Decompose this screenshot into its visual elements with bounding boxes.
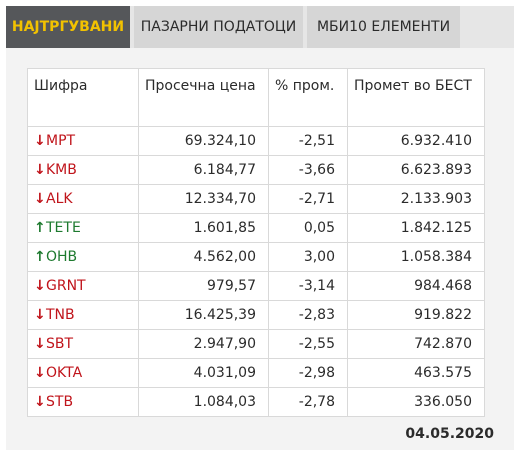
symbol-link[interactable]: KMB	[46, 162, 77, 178]
price-cell: 69.324,10	[138, 126, 269, 156]
symbol-link[interactable]: SBT	[46, 336, 74, 352]
turnover-cell: 984.468	[347, 271, 485, 301]
symbol-link[interactable]: GRNT	[46, 278, 86, 294]
content-panel: Шифра Просечна цена % пром. Промет во БЕ…	[6, 48, 514, 450]
symbol-cell[interactable]: ↓ALK	[27, 184, 139, 214]
change-cell: 0,05	[268, 213, 348, 243]
price-cell: 16.425,39	[138, 300, 269, 330]
tab-bar: НАЈТРГУВАНИ ПАЗАРНИ ПОДАТОЦИ МБИ10 ЕЛЕМЕ…	[6, 6, 514, 48]
arrow-down-icon: ↓	[34, 191, 46, 207]
turnover-cell: 919.822	[347, 300, 485, 330]
arrow-down-icon: ↓	[34, 394, 46, 410]
price-cell: 1.601,85	[138, 213, 269, 243]
change-cell: -2,78	[268, 387, 348, 417]
tab-market-data[interactable]: ПАЗАРНИ ПОДАТОЦИ	[134, 6, 303, 48]
arrow-down-icon: ↓	[34, 365, 46, 381]
arrow-down-icon: ↓	[34, 162, 46, 178]
tab-most-traded[interactable]: НАЈТРГУВАНИ	[6, 6, 130, 48]
change-cell: -2,55	[268, 329, 348, 359]
header-turnover: Промет во БЕСТ	[347, 68, 485, 127]
price-cell: 12.334,70	[138, 184, 269, 214]
price-cell: 1.084,03	[138, 387, 269, 417]
arrow-up-icon: ↑	[34, 220, 46, 236]
table-header-row: Шифра Просечна цена % пром. Промет во БЕ…	[27, 68, 485, 127]
table-row: ↑TETE 1.601,85 0,05 1.842.125	[27, 213, 485, 243]
table-row: ↓ALK 12.334,70 -2,71 2.133.903	[27, 184, 485, 214]
header-symbol: Шифра	[27, 68, 139, 127]
tab-mbi10-components[interactable]: МБИ10 ЕЛЕМЕНТИ	[307, 6, 460, 48]
table-row: ↓KMB 6.184,77 -3,66 6.623.893	[27, 155, 485, 185]
header-percent-change: % пром.	[268, 68, 348, 127]
arrow-up-icon: ↑	[34, 249, 46, 265]
symbol-cell[interactable]: ↓MPT	[27, 126, 139, 156]
table-row: ↑OHB 4.562,00 3,00 1.058.384	[27, 242, 485, 272]
symbol-link[interactable]: STB	[46, 394, 74, 410]
change-cell: -2,98	[268, 358, 348, 388]
price-cell: 6.184,77	[138, 155, 269, 185]
change-cell: -2,51	[268, 126, 348, 156]
date-label: 04.05.2020	[405, 426, 494, 442]
table-row: ↓SBT 2.947,90 -2,55 742.870	[27, 329, 485, 359]
turnover-cell: 336.050	[347, 387, 485, 417]
symbol-cell[interactable]: ↓GRNT	[27, 271, 139, 301]
price-cell: 2.947,90	[138, 329, 269, 359]
change-cell: -3,14	[268, 271, 348, 301]
turnover-cell: 1.058.384	[347, 242, 485, 272]
most-traded-table: Шифра Просечна цена % пром. Промет во БЕ…	[27, 68, 485, 417]
table-row: ↓GRNT 979,57 -3,14 984.468	[27, 271, 485, 301]
symbol-cell[interactable]: ↓KMB	[27, 155, 139, 185]
turnover-cell: 6.623.893	[347, 155, 485, 185]
change-cell: 3,00	[268, 242, 348, 272]
table-row: ↓TNB 16.425,39 -2,83 919.822	[27, 300, 485, 330]
change-cell: -3,66	[268, 155, 348, 185]
symbol-link[interactable]: MPT	[46, 133, 76, 149]
symbol-link[interactable]: TETE	[46, 220, 81, 236]
arrow-down-icon: ↓	[34, 133, 46, 149]
symbol-cell[interactable]: ↓TNB	[27, 300, 139, 330]
symbol-cell[interactable]: ↑OHB	[27, 242, 139, 272]
symbol-link[interactable]: TNB	[46, 307, 75, 323]
price-cell: 4.031,09	[138, 358, 269, 388]
symbol-link[interactable]: OHB	[46, 249, 78, 265]
arrow-down-icon: ↓	[34, 336, 46, 352]
table-row: ↓OKTA 4.031,09 -2,98 463.575	[27, 358, 485, 388]
turnover-cell: 2.133.903	[347, 184, 485, 214]
arrow-down-icon: ↓	[34, 307, 46, 323]
symbol-cell[interactable]: ↓OKTA	[27, 358, 139, 388]
symbol-link[interactable]: OKTA	[46, 365, 83, 381]
symbol-cell[interactable]: ↓STB	[27, 387, 139, 417]
table-row: ↓STB 1.084,03 -2,78 336.050	[27, 387, 485, 417]
change-cell: -2,71	[268, 184, 348, 214]
symbol-link[interactable]: ALK	[46, 191, 73, 207]
price-cell: 979,57	[138, 271, 269, 301]
turnover-cell: 463.575	[347, 358, 485, 388]
table-row: ↓MPT 69.324,10 -2,51 6.932.410	[27, 126, 485, 156]
symbol-cell[interactable]: ↓SBT	[27, 329, 139, 359]
arrow-down-icon: ↓	[34, 278, 46, 294]
turnover-cell: 742.870	[347, 329, 485, 359]
change-cell: -2,83	[268, 300, 348, 330]
turnover-cell: 1.842.125	[347, 213, 485, 243]
price-cell: 4.562,00	[138, 242, 269, 272]
turnover-cell: 6.932.410	[347, 126, 485, 156]
header-average-price: Просечна цена	[138, 68, 269, 127]
symbol-cell[interactable]: ↑TETE	[27, 213, 139, 243]
